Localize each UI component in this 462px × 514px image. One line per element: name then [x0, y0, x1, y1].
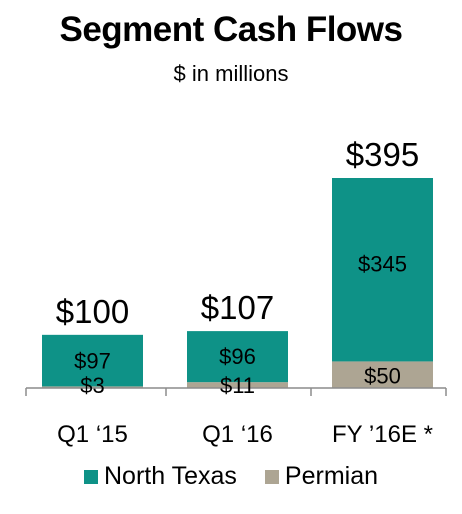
chart-title: Segment Cash Flows — [59, 10, 403, 49]
data-label-north-texas: $97 — [74, 348, 111, 373]
legend-swatch — [83, 469, 98, 484]
bar-segment-north-texas — [187, 331, 288, 383]
total-label: $107 — [201, 289, 274, 326]
total-label: $100 — [56, 293, 129, 330]
bar-segment-north-texas — [332, 178, 433, 362]
data-label-north-texas: $96 — [219, 344, 256, 369]
bar-chart: $97$3 $100 Q1 ‘15 $96 $11 $107 Q1 ‘16 $345 $50 $3… — [25, 136, 447, 448]
data-label-permian: $3 — [80, 373, 104, 398]
chart-legend: North Texas Permian — [0, 462, 462, 491]
legend-swatch — [264, 469, 279, 484]
data-label-permian: $50 — [364, 363, 401, 388]
bar-segment-north-texas — [42, 334, 143, 387]
bar-segment-permian — [187, 382, 288, 388]
legend-label: North Texas — [103, 462, 237, 490]
category-label: Q1 ‘16 — [202, 421, 273, 448]
data-label-permian: $11 — [220, 373, 255, 398]
legend-item-permian: Permian — [264, 462, 379, 491]
data-label-north-texas: $345 — [358, 252, 407, 277]
bar-segment-permian — [42, 386, 143, 388]
category-label: FY ’16E * — [332, 421, 433, 448]
legend-label: Permian — [284, 462, 379, 490]
bar-segment-permian — [332, 361, 433, 388]
category-label: Q1 ‘15 — [57, 421, 128, 448]
chart-subtitle: $ in millions — [173, 61, 289, 86]
total-label: $395 — [346, 136, 419, 173]
legend-item-north-texas: North Texas — [83, 462, 237, 491]
